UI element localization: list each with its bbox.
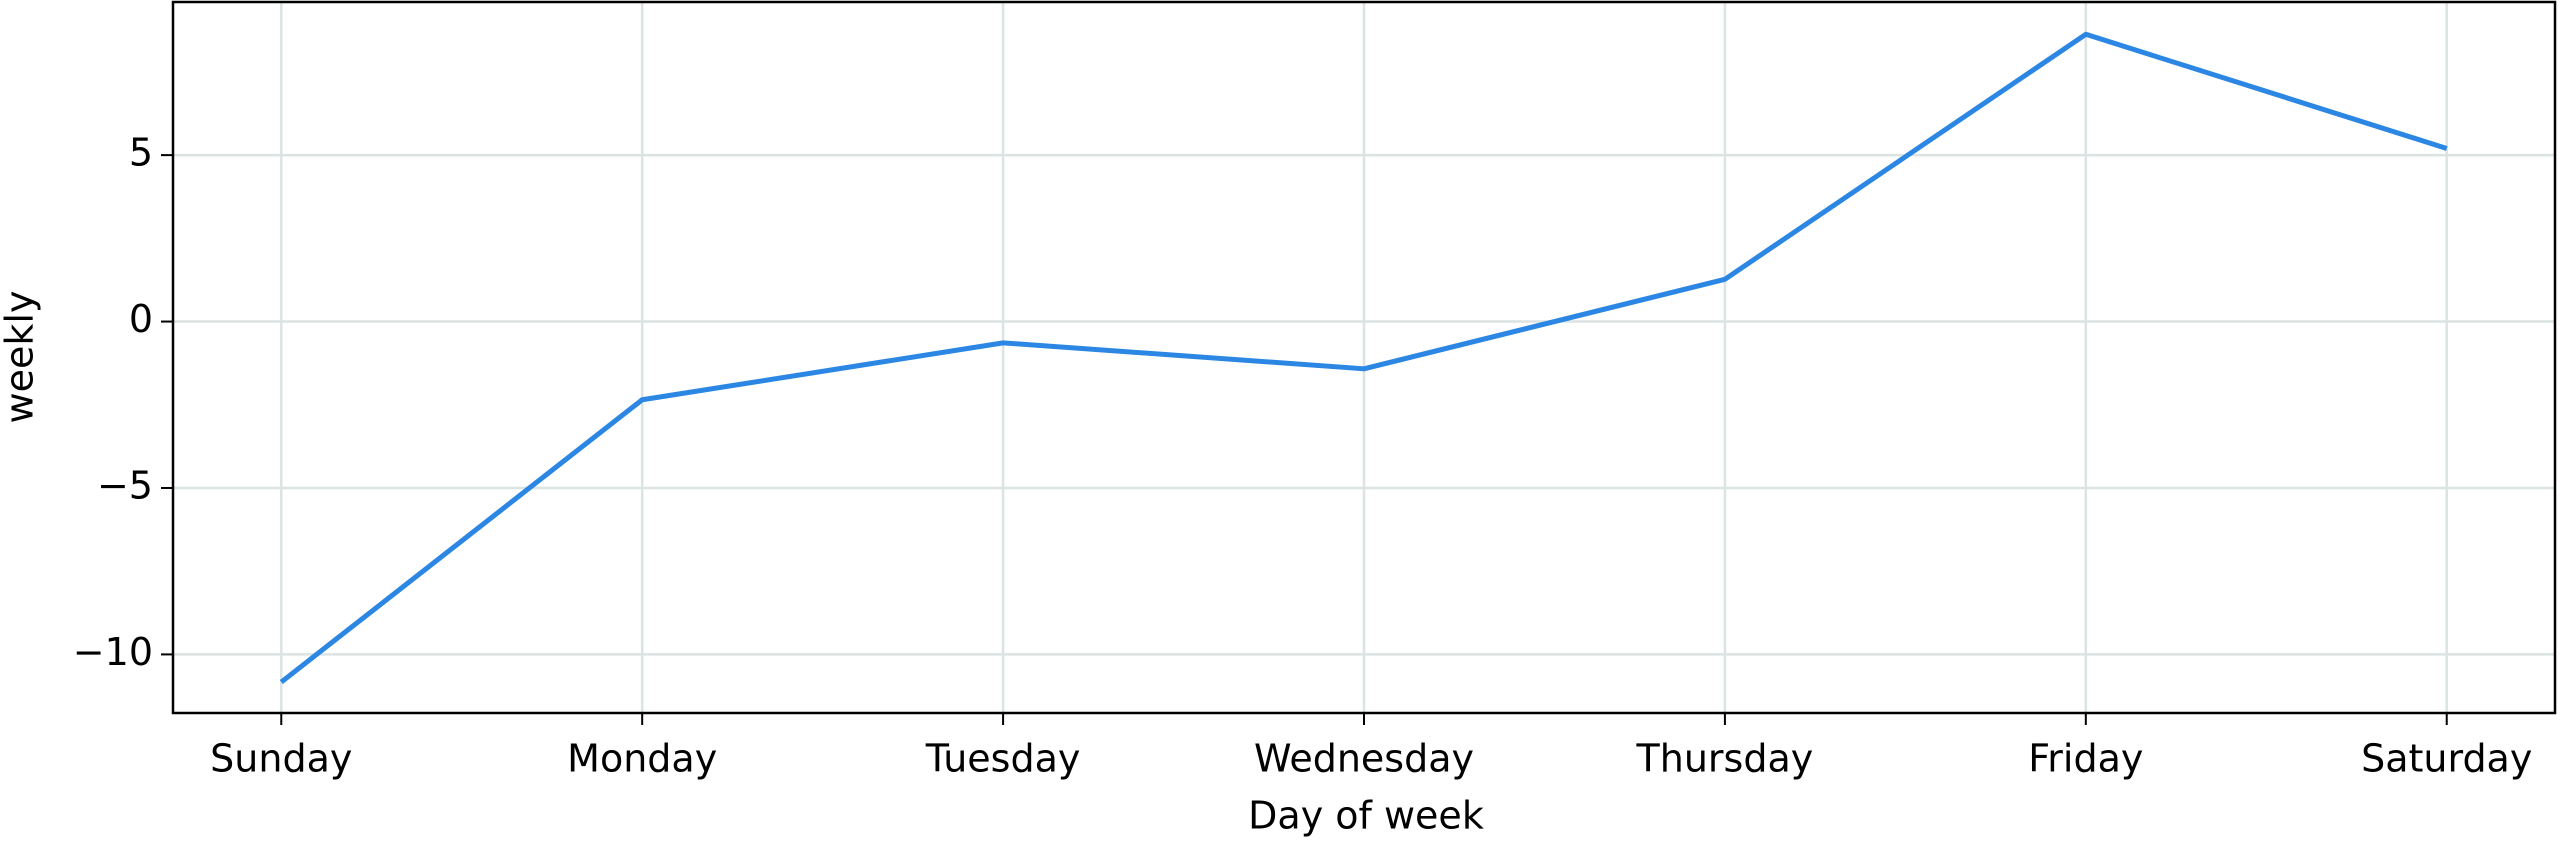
x-axis-label: Day of week (1248, 794, 1484, 838)
x-tick-label: Thursday (1636, 737, 1814, 781)
y-tick-label: −10 (73, 630, 153, 674)
x-tick-label: Sunday (210, 737, 352, 781)
x-tick-label: Friday (2028, 737, 2143, 781)
y-axis-label: weekly (0, 291, 42, 424)
data-line (279, 31, 2448, 685)
x-tick-label: Tuesday (925, 737, 1081, 781)
x-tick-label: Wednesday (1254, 737, 1474, 781)
x-tick-label: Saturday (2361, 737, 2532, 781)
y-tick-label: 0 (129, 297, 153, 341)
y-tick-label: −5 (97, 463, 153, 507)
y-tick-label: 5 (129, 131, 153, 175)
plot-frame (171, 0, 2557, 715)
x-tick-label: Monday (567, 737, 717, 781)
